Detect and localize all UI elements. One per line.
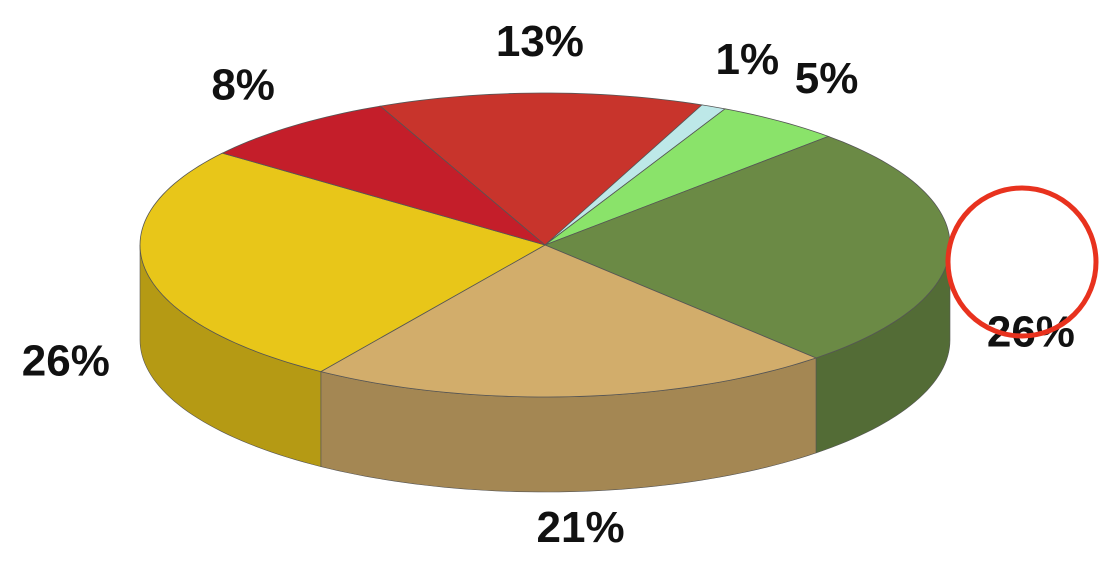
data-label: 26% bbox=[22, 337, 110, 386]
pie-slice bbox=[544, 108, 830, 246]
data-label: 13% bbox=[496, 17, 584, 66]
pie-slice bbox=[221, 105, 546, 246]
data-label: 8% bbox=[211, 60, 275, 109]
pie-slice bbox=[139, 152, 547, 373]
pie-slice bbox=[319, 244, 818, 398]
pie-slice bbox=[379, 92, 703, 246]
data-label: 5% bbox=[795, 54, 859, 103]
pie-tops bbox=[139, 92, 951, 398]
highlight-circle bbox=[945, 185, 1099, 339]
pie-sides bbox=[139, 244, 951, 493]
labels: 13% 1% 5%26%21%26%8% bbox=[22, 17, 1075, 552]
data-label: 1% bbox=[716, 35, 780, 84]
data-label: 21% bbox=[537, 503, 625, 552]
